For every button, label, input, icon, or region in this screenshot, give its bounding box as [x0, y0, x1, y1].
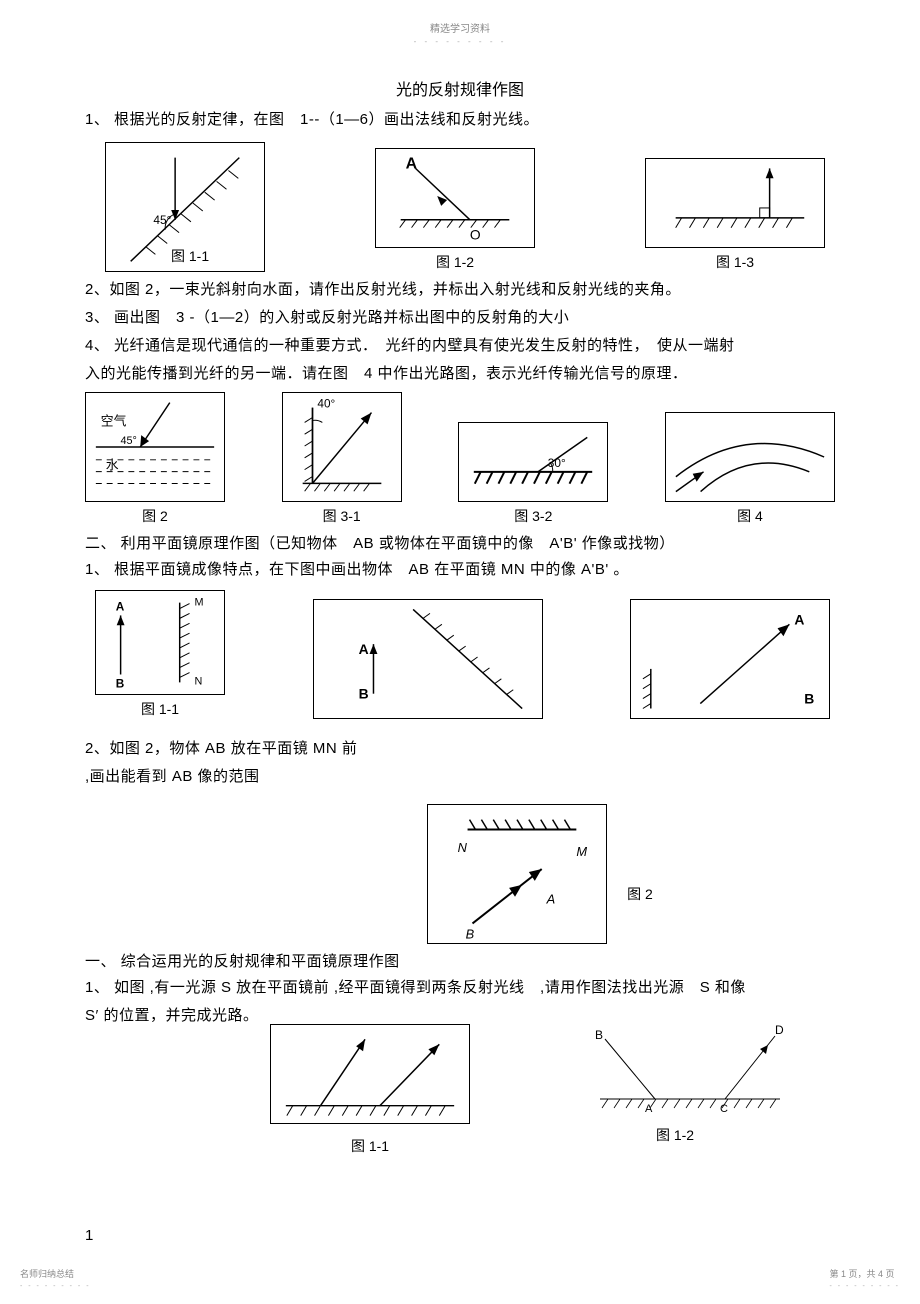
fig-1-2-svg: A O [376, 148, 534, 248]
figure-row-2: 空气 45° 水 图 2 40° [85, 392, 835, 526]
fig-1-3-caption: 图 1-3 [716, 252, 754, 272]
footer-left-text: 名师归纳总结 [20, 1269, 74, 1279]
fig-1-1-caption: 图 1-1 [171, 246, 209, 266]
figure-3-1: 40° [282, 392, 402, 526]
svg-text:B: B [358, 686, 368, 702]
section2-q2b: ,画出能看到 AB 像的范围 [85, 765, 835, 789]
section-2-heading: 二、 利用平面镜原理作图（已知物体 AB 或物体在平面镜中的像 A'B' 作像或… [85, 532, 835, 556]
fig-s3-1-2-svg: B D A C [560, 1024, 790, 1119]
figure-3-2: 30° 图 3-2 [458, 422, 608, 526]
fig-1-3-svg [646, 158, 824, 248]
fig2-angle: 45° [121, 435, 137, 447]
question-2: 2、如图 2，一束光斜射向水面，请作出反射光线，并标出入射光线和反射光线的夹角。 [85, 278, 835, 302]
fig-s2-1-1-caption: 图 1-1 [141, 699, 179, 719]
figure-1-3: 图 1-3 [645, 158, 825, 272]
fig-3-1-svg: 40° [283, 392, 401, 502]
header-dots: - - - - - - - - - [85, 37, 835, 46]
figure-row-3: A B M N 图 1-1 A [85, 590, 835, 719]
svg-text:N: N [194, 675, 202, 687]
fig-3-2-caption: 图 3-2 [514, 506, 552, 526]
fig-2-svg: 空气 45° 水 [86, 392, 224, 502]
section-3-heading: 一、 综合运用光的反射规律和平面镜原理作图 [85, 950, 835, 974]
svg-text:A: A [116, 600, 125, 614]
svg-text:A: A [794, 611, 804, 627]
figure-1-2: A O 图 1-2 [375, 148, 535, 272]
question-1: 1、 根据光的反射定律，在图 1--（1—6）画出法线和反射光线。 [85, 108, 835, 132]
fig-s2-1-1-svg: A B M N [96, 590, 224, 695]
figure-row-5: 图 1-1 B D A C [85, 1024, 835, 1156]
section3-q1b: S′ 的位置，并完成光路。 [85, 1004, 259, 1028]
fig-s2-2-svg: N M A B [428, 804, 606, 944]
fig-s3-1-1-caption: 图 1-1 [351, 1136, 389, 1156]
figure-s2-1-3: A B [630, 599, 830, 719]
figure-s2-1-2: A B [313, 599, 543, 719]
fig3-1-angle: 40° [317, 397, 335, 411]
svg-text:M: M [194, 597, 203, 609]
question-4b: 入的光能传播到光纤的另一端．请在图 4 中作出光路图，表示光纤传输光信号的原理． [85, 362, 835, 386]
fig-3-2-svg: 30° [459, 422, 607, 502]
figure-s3-1-1: 图 1-1 [270, 1024, 470, 1156]
fig-s3-1-1-svg [271, 1024, 469, 1124]
fig1-2-A: A [406, 155, 417, 172]
page-number-bottom: 1 [85, 1227, 93, 1244]
fig-4-svg [666, 412, 834, 502]
fig-s2-1-3-svg: A B [631, 599, 829, 719]
page-title: 光的反射规律作图 [85, 76, 835, 100]
svg-text:B: B [466, 926, 475, 941]
footer-right: 第 1 页，共 4 页 - - - - - - - - - [829, 1267, 900, 1290]
svg-text:B: B [804, 691, 814, 707]
section2-q1: 1、 根据平面镜成像特点，在下图中画出物体 AB 在平面镜 MN 中的像 A'B… [85, 558, 835, 582]
svg-text:D: D [775, 1024, 784, 1037]
svg-text:A: A [358, 641, 368, 657]
fig2-air: 空气 [101, 413, 127, 428]
footer-left: 名师归纳总结 - - - - - - - - - [20, 1267, 91, 1290]
figure-s2-2: N M A B [427, 804, 607, 944]
figure-s2-1-1: A B M N 图 1-1 [95, 590, 225, 719]
svg-text:B: B [116, 676, 125, 690]
svg-text:N: N [458, 840, 468, 855]
figure-2: 空气 45° 水 图 2 [85, 392, 225, 526]
figure-4: 图 4 [665, 412, 835, 526]
figure-s3-1-2: B D A C [560, 1024, 790, 1145]
fig-3-1-caption: 图 3-1 [323, 506, 361, 526]
svg-text:A: A [546, 892, 556, 907]
fig-s2-2-caption: 图 2 [627, 884, 653, 904]
svg-text:B: B [595, 1028, 603, 1042]
question-3: 3、 画出图 3 -（1—2）的入射或反射光路并标出图中的反射角的大小 [85, 306, 835, 330]
fig-s3-1-2-caption: 图 1-2 [656, 1125, 694, 1145]
fig-2-caption: 图 2 [142, 506, 168, 526]
figure-row-1: 45° 图 1-1 A O [85, 142, 835, 272]
figure-row-4: N M A B 图 2 [85, 804, 835, 944]
footer-left-dots: - - - - - - - - - [20, 1283, 91, 1290]
section3-q1a: 1、 如图 ,有一光源 S 放在平面镜前 ,经平面镜得到两条反射光线 ,请用作图… [85, 976, 835, 1000]
fig-1-2-caption: 图 1-2 [436, 252, 474, 272]
figure-1-1: 45° 图 1-1 [105, 142, 265, 272]
section2-q2a: 2、如图 2，物体 AB 放在平面镜 MN 前 [85, 737, 835, 761]
fig-s2-1-2-svg: A B [314, 599, 542, 719]
question-4a: 4、 光纤通信是现代通信的一种重要方式． 光纤的内壁具有使光发生反射的特性， 使… [85, 334, 835, 358]
header-small-text: 精选学习资料 [85, 20, 835, 35]
fig-4-caption: 图 4 [737, 506, 763, 526]
fig1-2-O: O [470, 226, 481, 242]
fig1-1-angle-text: 45° [153, 213, 171, 227]
svg-text:M: M [576, 844, 587, 859]
footer-right-dots: - - - - - - - - - [829, 1283, 900, 1290]
footer-right-text: 第 1 页，共 4 页 [829, 1269, 894, 1279]
